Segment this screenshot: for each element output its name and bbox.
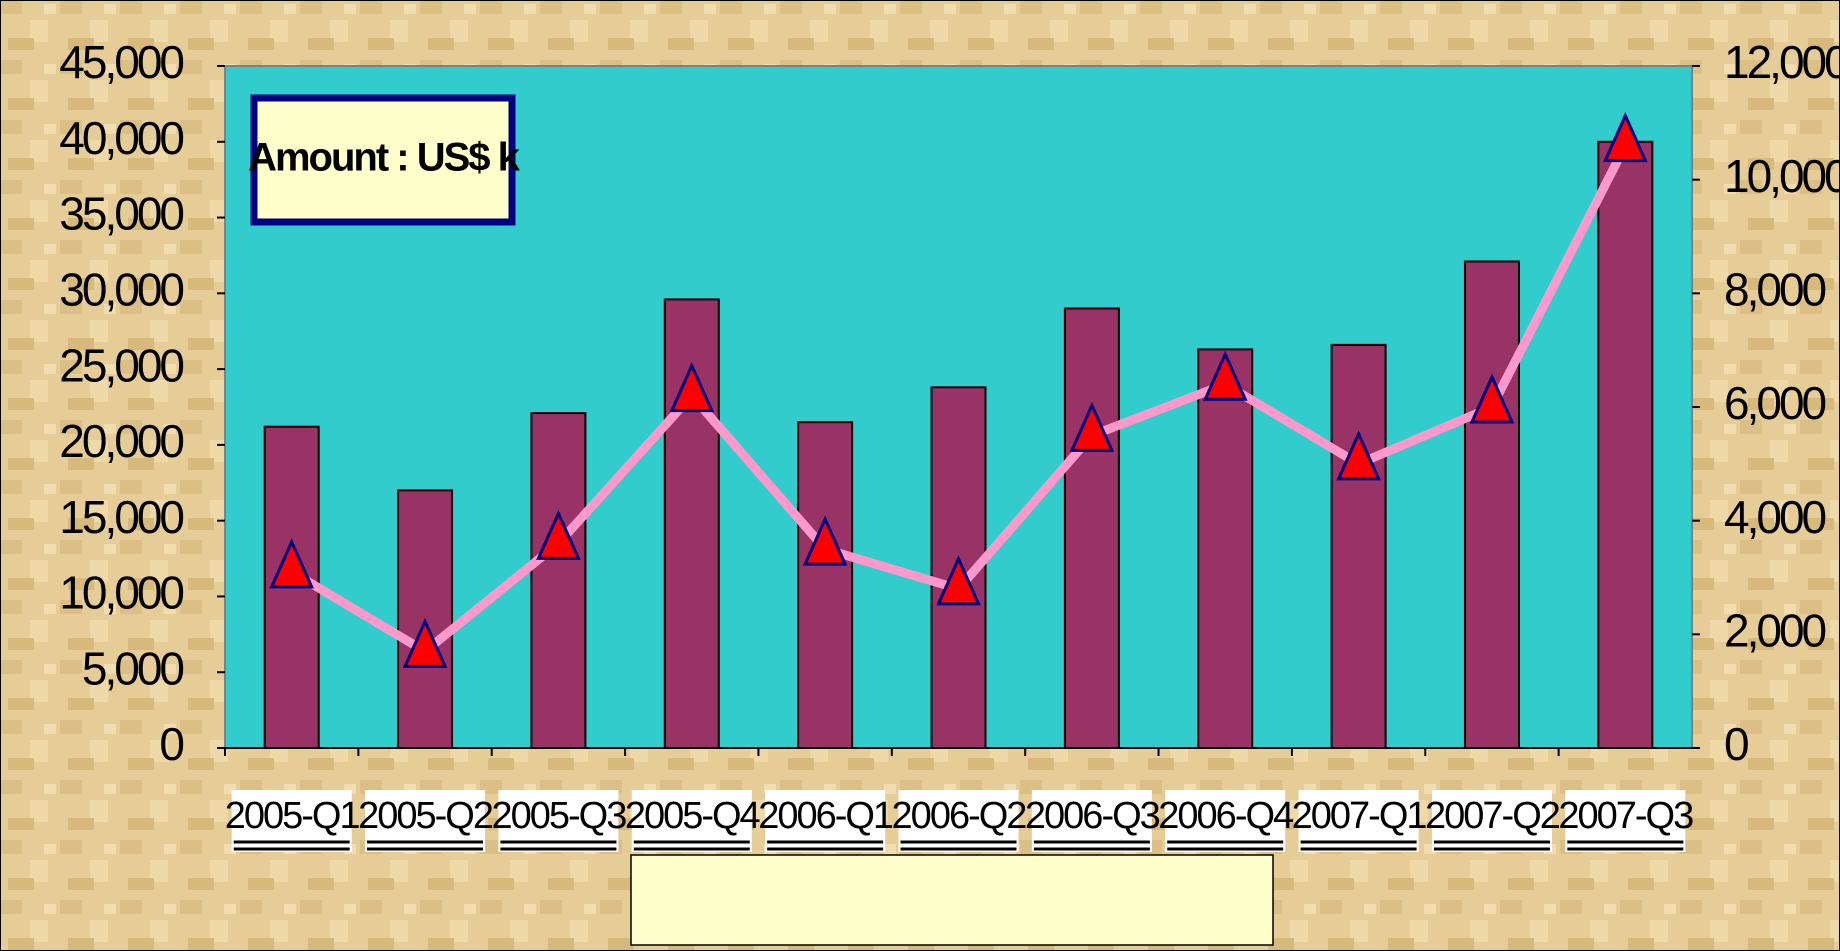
marker [802, 515, 848, 566]
x-tick-label: 2006-Q4 [1158, 795, 1294, 837]
x-tick-label: 2005-Q3 [491, 795, 626, 837]
y-tick-label: 0 [159, 718, 183, 770]
y-tick-label: 20,000 [59, 415, 183, 467]
y2-tick-label: 12,000 [1724, 36, 1840, 88]
marker [269, 538, 314, 589]
bar [1330, 343, 1387, 749]
y-tick-label: 40,000 [59, 112, 183, 164]
y-tick-label: 15,000 [59, 491, 183, 543]
bar [1197, 348, 1254, 749]
marker [1336, 430, 1381, 481]
x-tick-label: 2007-Q2 [1425, 795, 1560, 837]
bar [797, 421, 854, 749]
x-tick-label: 2007-Q3 [1558, 795, 1693, 837]
x-tick-label: 2006-Q2 [892, 795, 1027, 837]
x-tick-label: 2007-Q1 [1292, 795, 1427, 837]
y2-tick-label: 10,000 [1724, 150, 1840, 202]
x-tick-label: 2006-Q3 [1025, 795, 1160, 837]
annotation: Amount : US$ k [248, 136, 521, 180]
y-tick-label: 25,000 [59, 339, 183, 391]
marker [669, 361, 715, 413]
x-tick-label: 2006-Q1 [758, 795, 893, 837]
y2-tick-label: 2,000 [1724, 604, 1826, 656]
annotation-box [250, 94, 516, 226]
marker [936, 555, 981, 606]
x-tick-label: 2005-Q1 [225, 795, 360, 837]
y2-tick-label: 6,000 [1724, 377, 1826, 429]
marker [536, 509, 581, 560]
y2-tick-label: 8,000 [1724, 263, 1826, 315]
marker [1603, 111, 1648, 163]
bar [1597, 140, 1654, 749]
x-tick-label: 2005-Q2 [358, 795, 493, 837]
y-tick-label: 10,000 [59, 567, 183, 619]
y-tick-label: 30,000 [59, 263, 183, 315]
y-tick-label: 45,000 [59, 36, 183, 88]
x-tick-label: 2005-Q4 [625, 795, 761, 837]
bar [530, 412, 587, 749]
y-tick-label: 5,000 [82, 642, 184, 694]
y2-tick-label: 0 [1724, 718, 1748, 770]
bar [1463, 260, 1520, 749]
marker [1069, 401, 1115, 452]
bar [1063, 307, 1120, 749]
marker [1469, 373, 1515, 424]
marker [1202, 350, 1248, 401]
marker [402, 617, 448, 668]
y-tick-label: 35,000 [59, 188, 183, 240]
y2-tick-label: 4,000 [1724, 491, 1826, 543]
legend-box [630, 854, 1274, 946]
